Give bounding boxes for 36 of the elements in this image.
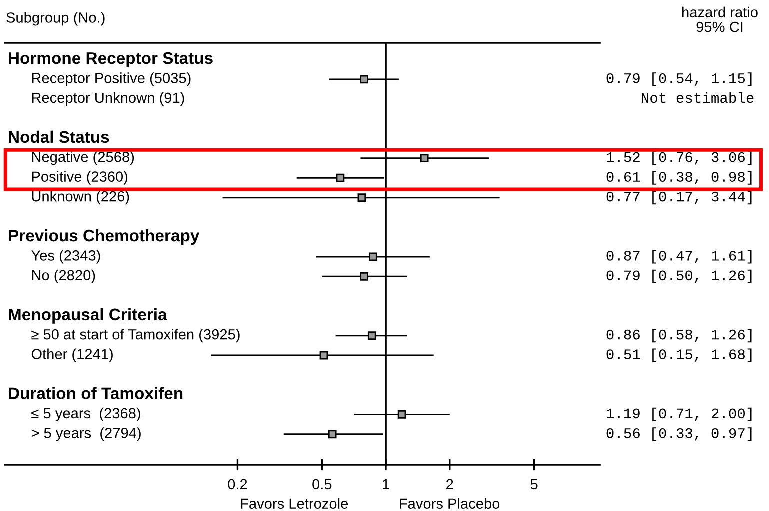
data-label: 0.56 [0.33, 0.97] [606, 428, 752, 442]
y-tick-label: Hormone Receptor Status [9, 52, 213, 68]
data-label: 0.86 [0.58, 1.26] [606, 329, 752, 343]
data-label: 1.52 [0.76, 3.06] [606, 152, 752, 166]
y-tick-label: > 5 years (2794) [32, 428, 141, 442]
y-tick-label: Yes (2343) [32, 250, 100, 264]
text: Favors Letrozole [241, 498, 348, 510]
text: Not estimable [642, 92, 754, 104]
data-label: 0.77 [0.17, 3.44] [606, 191, 752, 205]
data-label: 0.61 [0.38, 0.98] [606, 171, 752, 185]
y-tick-label: Other (1241) [32, 348, 113, 362]
x-tick-label: 5 [530, 479, 538, 490]
text: hazard ratio 95% CI [682, 6, 758, 32]
text: Favors Placebo [400, 498, 500, 510]
x-tick-label: 2 [446, 479, 454, 490]
data-label: 0.79 [0.50, 1.26] [606, 270, 752, 284]
y-tick-label: ≥ 50 at start of Tamoxifen (3925) [32, 329, 240, 343]
y-tick-label: Positive (2360) [32, 171, 128, 185]
y-axis-title: Subgroup (No.) [6, 12, 105, 26]
y-tick-label: Unknown (226) [32, 191, 130, 205]
x-tick-label: 1 [383, 479, 390, 490]
y-tick-label: Receptor Unknown (91) [32, 92, 184, 106]
y-tick-label: ≤ 5 years (2368) [32, 408, 140, 422]
data-label: 0.87 [0.47, 1.61] [606, 250, 752, 264]
data-label: 0.51 [0.15, 1.68] [606, 348, 752, 362]
data-label: 0.79 [0.54, 1.15] [606, 72, 752, 86]
data-label: 1.19 [0.71, 2.00] [606, 408, 752, 422]
y-tick-label: Previous Chemotherapy [9, 229, 200, 246]
x-tick-label: 0.2 [228, 479, 248, 490]
y-tick-label: Menopausal Criteria [9, 308, 168, 324]
x-tick-label: 0.5 [312, 479, 332, 490]
y-tick-label: Duration of Tamoxifen [9, 387, 183, 400]
y-tick-label: Nodal Status [9, 130, 110, 144]
y-tick-label: Negative (2568) [32, 152, 134, 166]
y-tick-label: No (2820) [32, 270, 96, 284]
y-tick-label: Receptor Positive (5035) [32, 72, 191, 86]
